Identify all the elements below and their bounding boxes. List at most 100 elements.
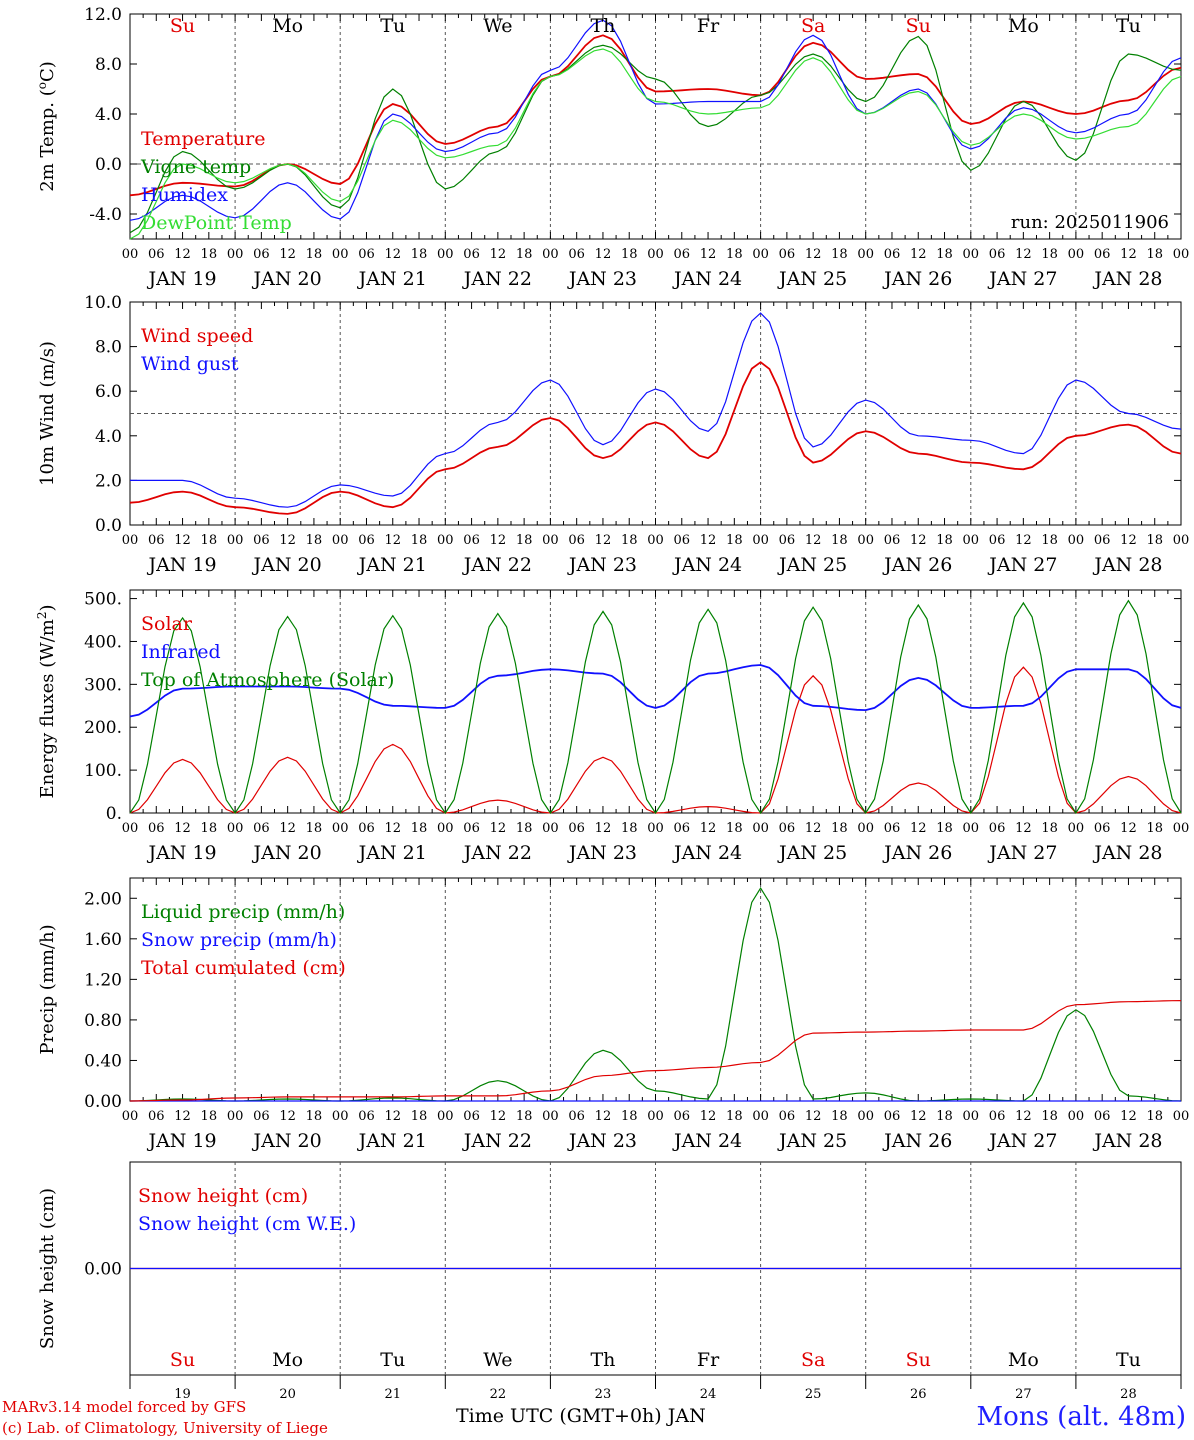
hour-tick-label: 12: [384, 821, 401, 836]
date-label: JAN 20: [252, 554, 322, 576]
weekday-label: Tu: [380, 15, 405, 37]
hour-tick-label: 12: [1015, 247, 1032, 262]
date-label: JAN 23: [567, 554, 637, 576]
hour-tick-label: 18: [621, 1109, 638, 1124]
weekday-label: Su: [906, 15, 931, 37]
series-line-total-cumulated-cm-: [129, 1000, 1182, 1102]
hour-tick-label: 00: [857, 247, 874, 262]
hour-tick-label: 00: [857, 821, 874, 836]
legend-entry: Infrared: [141, 641, 221, 663]
weekday-label: Mo: [272, 15, 303, 37]
legend-entry: Total cumulated (cm): [141, 957, 346, 979]
date-label: JAN 24: [672, 1130, 742, 1152]
hour-tick-label: 00: [752, 533, 769, 548]
weekday-label: Mo: [272, 1349, 303, 1371]
y-axis-label: 10m Wind (m/s): [37, 341, 58, 486]
hour-tick-label: 06: [358, 1109, 375, 1124]
hour-tick-label: 00: [647, 821, 664, 836]
hour-tick-label: 18: [516, 1109, 533, 1124]
hour-tick-label: 18: [831, 821, 848, 836]
series-line-wind-speed: [129, 361, 1182, 515]
hour-tick-label: 18: [621, 247, 638, 262]
legend-entry: Humidex: [141, 184, 228, 206]
hour-tick-label: 18: [831, 247, 848, 262]
date-label: JAN 25: [777, 268, 847, 290]
hour-tick-label: 06: [253, 533, 270, 548]
hour-tick-label: 06: [989, 821, 1006, 836]
date-label: JAN 24: [672, 842, 742, 864]
panel-5: 0.00 Snow height (cm) Snow height (cm) Snow…: [37, 1161, 1182, 1402]
y-tick-label: 6.0: [95, 382, 122, 402]
hour-tick-label: 12: [595, 247, 612, 262]
series-line-infrared: [129, 664, 1182, 718]
date-label: JAN 20: [252, 1130, 322, 1152]
hour-tick-label: 12: [1015, 821, 1032, 836]
hour-tick-label: 12: [805, 247, 822, 262]
y-tick-label: 0.00: [84, 1260, 122, 1280]
legend-entry: DewPoint Temp: [141, 212, 292, 234]
run-annotation: run: 2025011906: [1011, 212, 1169, 233]
location-label: Mons (alt. 48m): [976, 1402, 1186, 1432]
hour-tick-label: 18: [831, 1109, 848, 1124]
legend-entry: Top of Atmosphere (Solar): [141, 669, 394, 691]
hour-tick-label: 00: [332, 821, 349, 836]
hour-tick-label: 18: [1146, 821, 1163, 836]
date-label: JAN 23: [567, 842, 637, 864]
hour-tick-label: 06: [463, 1109, 480, 1124]
hour-tick-label: 18: [621, 821, 638, 836]
hour-tick-label: 06: [989, 533, 1006, 548]
hour-tick-label: 12: [910, 1109, 927, 1124]
date-label: JAN 21: [357, 1130, 427, 1152]
weekday-label: Th: [590, 15, 615, 37]
date-label: JAN 27: [987, 842, 1057, 864]
hour-tick-label: 00: [752, 821, 769, 836]
y-tick-label: 0.80: [84, 1011, 122, 1031]
hour-tick-label: 00: [122, 247, 139, 262]
y-tick-label: 10.0: [84, 293, 122, 313]
hour-tick-label: 06: [674, 247, 691, 262]
hour-tick-label: 00: [332, 533, 349, 548]
legend-entry: Snow precip (mm/h): [141, 929, 337, 951]
hour-tick-label: 00: [1068, 821, 1085, 836]
hour-tick-label: 18: [936, 821, 953, 836]
hour-tick-label: 12: [700, 1109, 717, 1124]
hour-tick-label: 12: [490, 821, 507, 836]
hour-tick-label: 12: [700, 533, 717, 548]
y-tick-label: 4.0: [95, 427, 122, 447]
hour-tick-label: 00: [1173, 821, 1190, 836]
hour-tick-label: 18: [936, 247, 953, 262]
hour-tick-label: 12: [910, 821, 927, 836]
date-label: JAN 25: [777, 554, 847, 576]
hour-tick-label: 18: [306, 1109, 323, 1124]
y-tick-label: 400.: [84, 632, 122, 652]
weekday-label: Fr: [697, 15, 720, 37]
hour-tick-label: 12: [1015, 533, 1032, 548]
legend-entry: Wind speed: [141, 325, 253, 347]
series-line-dewpoint-temp: [129, 48, 1182, 240]
hour-tick-label: 12: [595, 533, 612, 548]
y-tick-label: 0.0: [95, 155, 122, 175]
date-label: JAN 25: [777, 842, 847, 864]
legend-entry: Snow height (cm): [138, 1185, 308, 1207]
date-label: JAN 28: [1092, 268, 1162, 290]
hour-tick-label: 06: [568, 821, 585, 836]
hour-tick-label: 18: [1041, 533, 1058, 548]
hour-tick-label: 06: [989, 1109, 1006, 1124]
date-label: JAN 22: [462, 268, 532, 290]
hour-tick-label: 12: [174, 1109, 191, 1124]
legend-entry: Snow height (cm W.E.): [138, 1213, 356, 1235]
weekday-label: Tu: [1116, 1349, 1141, 1371]
y-axis-label: Snow height (cm): [37, 1188, 58, 1349]
legend-entry: Solar: [141, 613, 193, 635]
date-label: JAN 22: [462, 1130, 532, 1152]
hour-tick-label: 12: [1120, 533, 1137, 548]
weekday-label: Su: [170, 15, 195, 37]
hour-tick-label: 18: [726, 533, 743, 548]
hour-tick-label: 06: [1094, 1109, 1111, 1124]
hour-tick-label: 06: [463, 247, 480, 262]
date-label: JAN 21: [357, 268, 427, 290]
hour-tick-label: 00: [542, 247, 559, 262]
hour-tick-label: 00: [857, 533, 874, 548]
hour-tick-label: 18: [831, 533, 848, 548]
